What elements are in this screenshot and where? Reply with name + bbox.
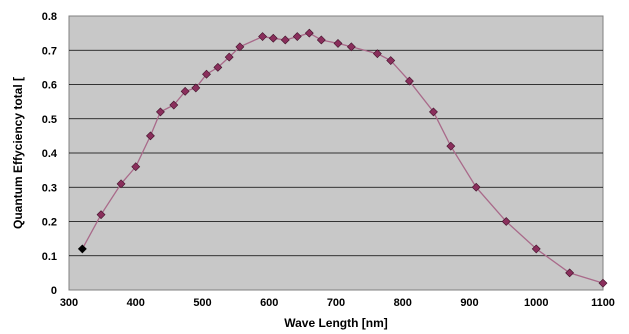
data-point — [156, 107, 165, 117]
data-point — [386, 56, 396, 65]
x-tick-label: 300 — [60, 297, 78, 309]
data-point — [292, 32, 302, 41]
data-point — [372, 49, 382, 59]
x-tick-label: 800 — [394, 297, 412, 309]
y-tick-label: 0.3 — [42, 182, 57, 194]
data-point — [304, 28, 314, 38]
data-point — [224, 52, 234, 62]
data-point — [501, 217, 511, 226]
data-point — [446, 141, 456, 151]
x-tick-label: 600 — [260, 297, 278, 309]
data-point — [180, 86, 190, 96]
data-points — [77, 28, 608, 288]
y-tick-label: 0.4 — [42, 148, 58, 160]
x-axis-ticks: 300 400 500 600 700 800 900 1000 1100 — [60, 297, 615, 309]
data-point — [116, 179, 126, 189]
data-point — [333, 38, 343, 48]
data-point — [146, 131, 155, 141]
data-point — [429, 107, 438, 117]
x-tick-label: 500 — [193, 297, 211, 309]
data-point — [531, 244, 541, 254]
data-point — [268, 33, 278, 43]
data-point — [131, 162, 141, 172]
x-tick-label: 900 — [460, 297, 478, 309]
y-axis-title: Quantum Effyciency total [ — [11, 77, 25, 229]
y-axis-ticks: 0 0.1 0.2 0.3 0.4 0.5 0.6 0.7 0.8 — [42, 11, 58, 297]
data-point — [280, 35, 290, 45]
x-tick-label: 400 — [127, 297, 145, 309]
data-point — [202, 69, 211, 79]
y-tick-label: 0.7 — [42, 45, 57, 57]
data-point — [258, 32, 267, 41]
y-tick-label: 0.1 — [42, 251, 57, 263]
data-point — [77, 244, 87, 254]
data-point — [191, 83, 201, 93]
y-tick-label: 0.2 — [42, 217, 57, 229]
data-point — [565, 268, 575, 278]
data-point — [471, 182, 481, 192]
data-point — [213, 62, 223, 72]
x-tick-label: 1100 — [591, 297, 615, 309]
y-tick-label: 0 — [51, 285, 57, 297]
x-tick-label: 700 — [327, 297, 345, 309]
y-tick-label: 0.6 — [42, 80, 57, 92]
y-tick-label: 0.5 — [42, 114, 57, 126]
data-point — [405, 76, 414, 86]
data-point — [598, 278, 608, 288]
x-tick-label: 1000 — [524, 297, 548, 309]
data-point — [346, 42, 356, 52]
data-point — [235, 42, 245, 52]
y-tick-label: 0.8 — [42, 11, 57, 23]
data-point — [316, 35, 326, 45]
x-axis-title: Wave Length [nm] — [284, 316, 388, 330]
data-point — [169, 100, 179, 110]
data-point — [96, 210, 106, 220]
